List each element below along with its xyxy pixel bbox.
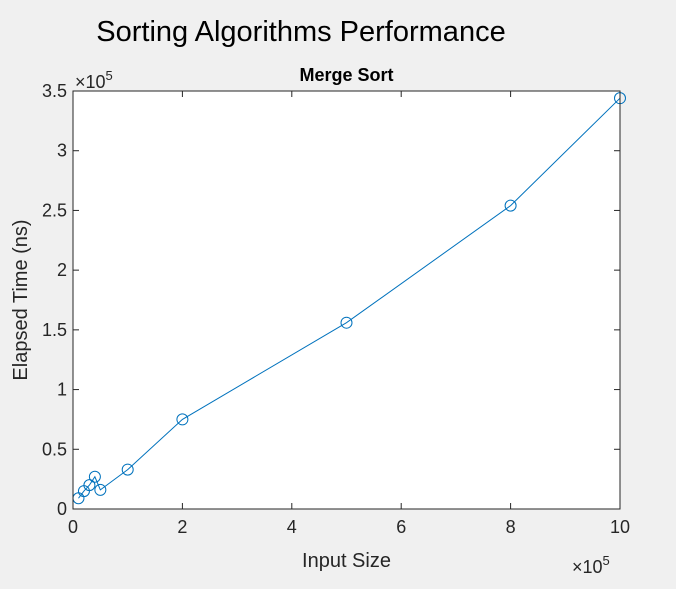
x-exponent-base: ×10: [572, 557, 603, 577]
y-axis-label: Elapsed Time (ns): [10, 219, 32, 380]
y-tick-label: 1: [57, 380, 67, 400]
axes-background: [73, 91, 620, 509]
y-tick-label: 2: [57, 260, 67, 280]
ticks-layer: 0 2 4 6 8 10 0 0.5 1 1.5 2 2.5 3 3.5: [42, 81, 630, 537]
data-point-marker: [83, 479, 96, 492]
data-point-marker: [88, 470, 101, 483]
x-exponent-power: 5: [603, 553, 610, 568]
data-point-marker: [504, 199, 517, 212]
data-point-marker: [176, 413, 189, 426]
y-axis-exponent: ×105: [75, 68, 113, 92]
y-tick-label: 0: [57, 499, 67, 519]
series-layer: [72, 92, 626, 505]
y-exponent-base: ×10: [75, 72, 106, 92]
y-tick-label: 2.5: [42, 200, 67, 220]
y-tick-label: 3.5: [42, 81, 67, 101]
x-axis-label: Input Size: [302, 550, 391, 572]
data-point-marker: [340, 316, 353, 329]
series-line: [78, 97, 621, 499]
x-tick-label: 0: [68, 517, 78, 537]
axes-title: Merge Sort: [299, 65, 393, 85]
data-point-marker: [94, 483, 107, 496]
x-axis-exponent: ×105: [572, 553, 610, 577]
y-tick-label: 3: [57, 141, 67, 161]
data-point-marker: [121, 463, 134, 476]
x-tick-label: 2: [177, 517, 187, 537]
y-tick-label: 0.5: [42, 439, 67, 459]
x-tick-label: 4: [287, 517, 297, 537]
x-tick-label: 8: [506, 517, 516, 537]
x-tick-label: 10: [610, 517, 630, 537]
y-tick-label: 1.5: [42, 320, 67, 340]
y-exponent-power: 5: [106, 68, 113, 83]
x-tick-label: 6: [396, 517, 406, 537]
figure-title: Sorting Algorithms Performance: [96, 16, 505, 48]
axes-box: [72, 90, 621, 510]
